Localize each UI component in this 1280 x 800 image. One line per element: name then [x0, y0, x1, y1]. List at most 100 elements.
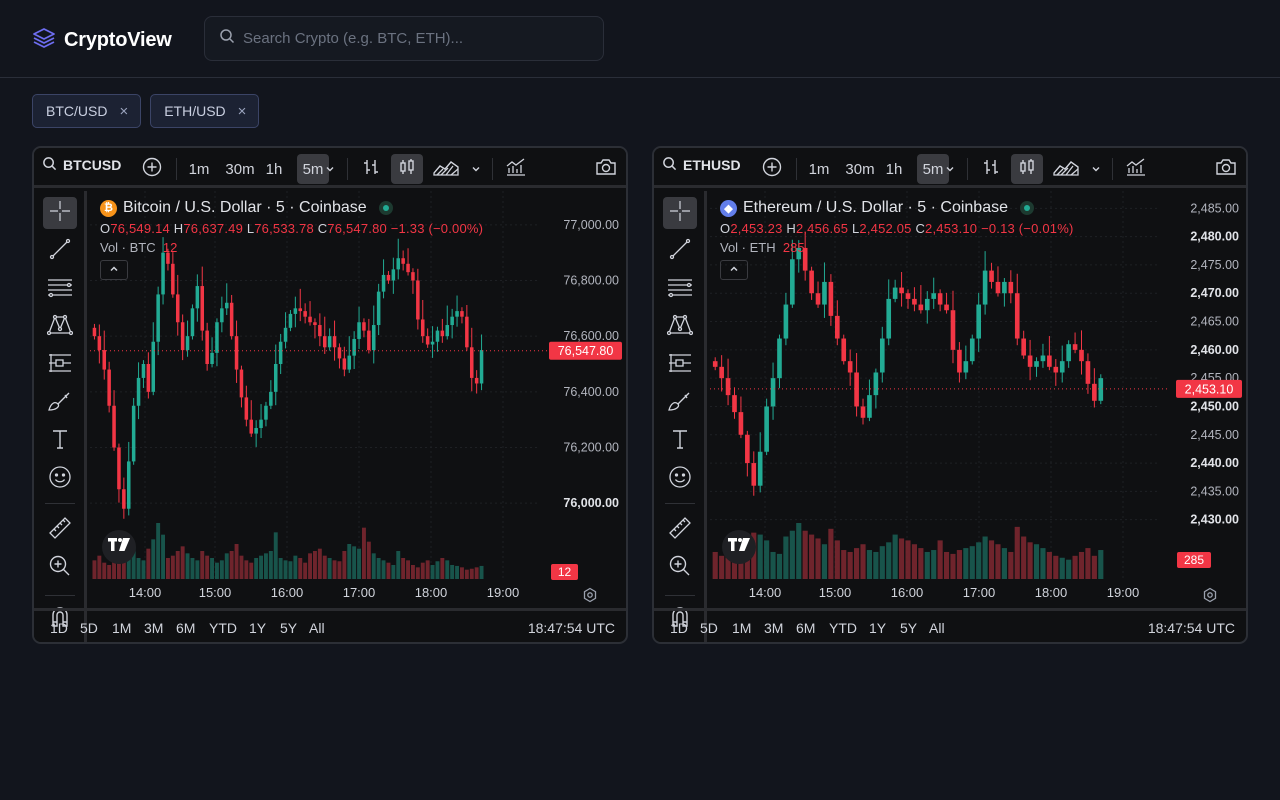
range-1m-button[interactable]: 1M [112, 620, 132, 636]
range-ytd-button[interactable]: YTD [209, 620, 237, 636]
price-chart[interactable]: 2,485.00 2,480.00 2,475.00 2,470.00 2,465.00… [710, 191, 1246, 605]
icon-tool[interactable] [663, 463, 697, 495]
range-1y-button[interactable]: 1Y [869, 620, 887, 636]
interval-1h-button[interactable]: 1h [885, 160, 903, 178]
interval-1h-button[interactable]: 1h [265, 160, 283, 178]
bar-chart-type-button[interactable] [358, 154, 384, 184]
tradingview-logo[interactable] [722, 530, 756, 564]
range-1d-button[interactable]: 1D [670, 620, 688, 636]
volume-label: Vol · BTC [100, 240, 156, 255]
area-chart-type-button[interactable] [1049, 154, 1083, 184]
range-all-button[interactable]: All [309, 620, 325, 636]
candle-chart-type-button[interactable] [391, 154, 423, 184]
range-5y-button[interactable]: 5Y [280, 620, 298, 636]
candlestick-chart[interactable]: 2,485.00 2,480.00 2,475.00 2,470.00 2,465.00… [710, 191, 1246, 605]
divider [45, 503, 75, 504]
text-tool[interactable] [663, 425, 697, 457]
forecast-tool[interactable] [663, 349, 697, 381]
tag-btcusd[interactable]: BTC/USD × [32, 94, 142, 128]
candle [337, 347, 342, 359]
trend-line-tool[interactable] [663, 235, 697, 267]
tag-ethusd[interactable]: ETH/USD × [150, 94, 260, 128]
close-icon[interactable]: × [237, 102, 247, 120]
range-6m-button[interactable]: 6M [176, 620, 196, 636]
volume-bar [899, 538, 905, 579]
icon-tool[interactable] [43, 463, 77, 495]
indicators-button[interactable] [1123, 154, 1149, 184]
volume-bar [815, 538, 821, 579]
range-1y-button[interactable]: 1Y [249, 620, 267, 636]
price-axis-label: 2,470.00 [1190, 286, 1239, 300]
volume-bar [406, 560, 411, 579]
volume-bar [332, 560, 337, 579]
interval-30m-button[interactable]: 30m [845, 160, 875, 178]
range-1d-button[interactable]: 1D [50, 620, 68, 636]
chart-type-dropdown[interactable] [468, 154, 484, 184]
area-chart-type-button[interactable] [429, 154, 463, 184]
candle [751, 463, 757, 486]
search-input[interactable] [243, 30, 583, 47]
search-box[interactable] [204, 16, 604, 61]
trend-line-tool[interactable] [43, 235, 77, 267]
crosshair-tool[interactable] [43, 197, 77, 229]
screenshot-button[interactable] [1213, 154, 1239, 184]
close-icon[interactable]: × [119, 102, 129, 120]
volume-bar [146, 548, 151, 579]
volume-bar [219, 560, 224, 579]
pattern-tool[interactable] [43, 311, 77, 343]
brush-tool[interactable] [663, 387, 697, 419]
bar-chart-type-button[interactable] [978, 154, 1004, 184]
interval-1m-button[interactable]: 1m [808, 160, 830, 178]
pattern-tool[interactable] [663, 311, 697, 343]
screenshot-button[interactable] [593, 154, 619, 184]
fib-retracement-tool[interactable] [663, 273, 697, 305]
range-5y-button[interactable]: 5Y [900, 620, 918, 636]
price-chart[interactable]: 77,000.00 76,800.00 76,600.00 76,400.00 76,2… [90, 191, 626, 605]
symbol-search[interactable]: ETHUSD [662, 156, 741, 174]
brush-tool[interactable] [43, 387, 77, 419]
interval-dropdown[interactable] [942, 154, 958, 184]
collapse-legend-button[interactable] [720, 260, 748, 280]
symbol-search[interactable]: BTCUSD [42, 156, 121, 174]
compare-symbol-button[interactable] [760, 154, 784, 184]
candle [244, 397, 249, 420]
symbol-description: Ethereum / U.S. Dollar · 5 · Coinbase [743, 199, 1008, 216]
crosshair-tool[interactable] [663, 197, 697, 229]
app-logo[interactable]: CryptoView [32, 26, 172, 55]
interval-5m-button[interactable]: 5m [917, 154, 949, 184]
chart-type-dropdown[interactable] [1088, 154, 1104, 184]
measure-tool[interactable] [663, 514, 697, 546]
candle-chart-type-button[interactable] [1011, 154, 1043, 184]
measure-tool[interactable] [43, 514, 77, 546]
compare-symbol-button[interactable] [140, 154, 164, 184]
range-3m-button[interactable]: 3M [144, 620, 164, 636]
candle [224, 302, 229, 309]
fib-retracement-tool[interactable] [43, 273, 77, 305]
trend-line-icon [48, 237, 72, 266]
text-tool[interactable] [43, 425, 77, 457]
candlestick-chart[interactable]: 77,000.00 76,800.00 76,600.00 76,400.00 76,2… [90, 191, 626, 605]
zoom-tool[interactable] [663, 552, 697, 584]
range-all-button[interactable]: All [929, 620, 945, 636]
open-value: 2,453.23 [730, 221, 783, 236]
range-5d-button[interactable]: 5D [80, 620, 98, 636]
volume-legend: Vol · BTC 12 [100, 240, 483, 255]
interval-1m-button[interactable]: 1m [188, 160, 210, 178]
range-1m-button[interactable]: 1M [732, 620, 752, 636]
volume-bar [410, 565, 415, 579]
interval-dropdown[interactable] [322, 154, 338, 184]
chart-legend: ◆ Ethereum / U.S. Dollar · 5 · Coinbase O2… [720, 199, 1073, 280]
tradingview-logo[interactable] [102, 530, 136, 564]
interval-5m-button[interactable]: 5m [297, 154, 329, 184]
zoom-tool[interactable] [43, 552, 77, 584]
volume-bar [873, 551, 879, 579]
volume-bar [719, 555, 725, 579]
range-3m-button[interactable]: 3M [764, 620, 784, 636]
forecast-tool[interactable] [43, 349, 77, 381]
collapse-legend-button[interactable] [100, 260, 128, 280]
interval-30m-button[interactable]: 30m [225, 160, 255, 178]
indicators-button[interactable] [503, 154, 529, 184]
range-5d-button[interactable]: 5D [700, 620, 718, 636]
range-6m-button[interactable]: 6M [796, 620, 816, 636]
range-ytd-button[interactable]: YTD [829, 620, 857, 636]
